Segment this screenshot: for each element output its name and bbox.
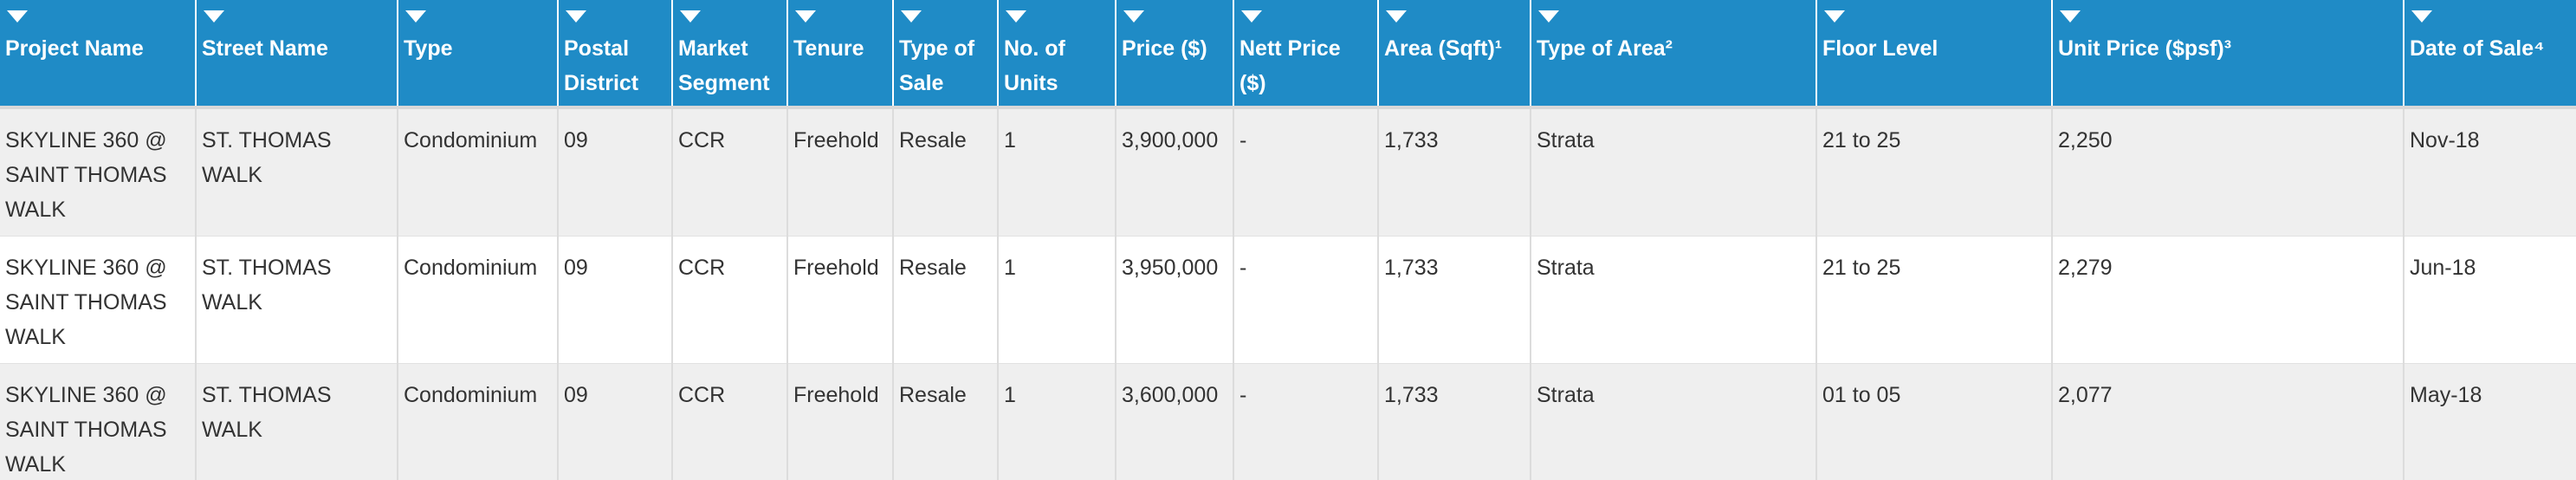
sort-dropdown-icon[interactable] [1824, 10, 1845, 23]
sort-dropdown-icon[interactable] [2411, 10, 2432, 23]
column-header-nett-price[interactable]: Nett Price ($) [1233, 0, 1379, 109]
column-header-label: Type [404, 36, 453, 61]
cell-no-of-units: 1 [998, 107, 1116, 237]
table-body: SKYLINE 360 @ SAINT THOMAS WALK ST. THOM… [0, 107, 2576, 480]
cell-unit-price: 2,250 [2052, 107, 2404, 237]
cell-unit-price: 2,279 [2052, 236, 2404, 364]
cell-floor-level: 21 to 25 [1816, 107, 2053, 237]
cell-date-of-sale: May-18 [2404, 363, 2576, 480]
sort-dropdown-icon[interactable] [566, 10, 586, 23]
sort-dropdown-icon[interactable] [1123, 10, 1144, 23]
column-header-label: Area (Sqft)¹ [1384, 36, 1503, 61]
table-row: SKYLINE 360 @ SAINT THOMAS WALK ST. THOM… [0, 107, 2576, 237]
cell-project-name: SKYLINE 360 @ SAINT THOMAS WALK [0, 363, 197, 480]
cell-price: 3,900,000 [1116, 107, 1234, 237]
cell-floor-level: 01 to 05 [1816, 363, 2053, 480]
sort-dropdown-icon[interactable] [1386, 10, 1407, 23]
cell-tenure: Freehold [787, 236, 894, 364]
column-header-street-name[interactable]: Street Name [196, 0, 398, 109]
cell-type-of-sale: Resale [893, 236, 999, 364]
sort-dropdown-icon[interactable] [795, 10, 816, 23]
column-header-label: Market Segment [678, 36, 770, 95]
cell-project-name: SKYLINE 360 @ SAINT THOMAS WALK [0, 107, 197, 237]
table-row: SKYLINE 360 @ SAINT THOMAS WALK ST. THOM… [0, 236, 2576, 364]
cell-type: Condominium [398, 363, 559, 480]
column-header-project-name[interactable]: Project Name [0, 0, 197, 109]
column-header-label: Date of Sale⁴ [2410, 36, 2545, 61]
table-header: Project Name Street Name Type Postal Dis… [0, 0, 2576, 109]
cell-nett-price: - [1233, 107, 1379, 237]
column-header-label: Tenure [793, 36, 864, 61]
sort-dropdown-icon[interactable] [7, 10, 28, 23]
sort-dropdown-icon[interactable] [680, 10, 701, 23]
sort-dropdown-icon[interactable] [901, 10, 922, 23]
column-header-label: Type of Sale [899, 36, 975, 95]
sort-dropdown-icon[interactable] [204, 10, 224, 23]
column-header-floor-level[interactable]: Floor Level [1816, 0, 2053, 109]
column-header-label: Price ($) [1122, 36, 1207, 61]
cell-street-name: ST. THOMAS WALK [196, 363, 398, 480]
cell-area: 1,733 [1378, 236, 1531, 364]
cell-market-segment: CCR [672, 236, 788, 364]
cell-no-of-units: 1 [998, 363, 1116, 480]
cell-price: 3,600,000 [1116, 363, 1234, 480]
cell-price: 3,950,000 [1116, 236, 1234, 364]
cell-type-of-area: Strata [1531, 107, 1817, 237]
cell-type: Condominium [398, 236, 559, 364]
cell-nett-price: - [1233, 236, 1379, 364]
column-header-price[interactable]: Price ($) [1116, 0, 1234, 109]
cell-date-of-sale: Nov-18 [2404, 107, 2576, 237]
cell-postal-district: 09 [558, 107, 673, 237]
cell-postal-district: 09 [558, 236, 673, 364]
cell-type-of-area: Strata [1531, 363, 1817, 480]
sort-dropdown-icon[interactable] [1241, 10, 1262, 23]
column-header-label: No. of Units [1004, 36, 1065, 95]
cell-floor-level: 21 to 25 [1816, 236, 2053, 364]
column-header-label: Nett Price ($) [1239, 36, 1341, 95]
sort-dropdown-icon[interactable] [1006, 10, 1026, 23]
column-header-label: Project Name [5, 36, 144, 61]
cell-area: 1,733 [1378, 107, 1531, 237]
cell-area: 1,733 [1378, 363, 1531, 480]
cell-postal-district: 09 [558, 363, 673, 480]
cell-unit-price: 2,077 [2052, 363, 2404, 480]
column-header-area[interactable]: Area (Sqft)¹ [1378, 0, 1531, 109]
cell-project-name: SKYLINE 360 @ SAINT THOMAS WALK [0, 236, 197, 364]
column-header-label: Type of Area² [1537, 36, 1673, 61]
cell-type-of-area: Strata [1531, 236, 1817, 364]
column-header-unit-price[interactable]: Unit Price ($psf)³ [2052, 0, 2404, 109]
cell-market-segment: CCR [672, 107, 788, 237]
sort-dropdown-icon[interactable] [2060, 10, 2081, 23]
column-header-type[interactable]: Type [398, 0, 559, 109]
sort-dropdown-icon[interactable] [405, 10, 426, 23]
cell-type-of-sale: Resale [893, 363, 999, 480]
column-header-label: Street Name [202, 36, 328, 61]
sort-dropdown-icon[interactable] [1538, 10, 1559, 23]
cell-type-of-sale: Resale [893, 107, 999, 237]
column-header-no-of-units[interactable]: No. of Units [998, 0, 1116, 109]
cell-market-segment: CCR [672, 363, 788, 480]
cell-tenure: Freehold [787, 107, 894, 237]
table-row: SKYLINE 360 @ SAINT THOMAS WALK ST. THOM… [0, 363, 2576, 480]
cell-street-name: ST. THOMAS WALK [196, 107, 398, 237]
column-header-label: Floor Level [1822, 36, 1938, 61]
column-header-type-of-sale[interactable]: Type of Sale [893, 0, 999, 109]
cell-type: Condominium [398, 107, 559, 237]
column-header-postal-district[interactable]: Postal District [558, 0, 673, 109]
column-header-label: Postal District [564, 36, 639, 95]
column-header-date-of-sale[interactable]: Date of Sale⁴ [2404, 0, 2576, 109]
header-row: Project Name Street Name Type Postal Dis… [0, 0, 2576, 109]
cell-date-of-sale: Jun-18 [2404, 236, 2576, 364]
column-header-market-segment[interactable]: Market Segment [672, 0, 788, 109]
column-header-type-of-area[interactable]: Type of Area² [1531, 0, 1817, 109]
cell-tenure: Freehold [787, 363, 894, 480]
cell-street-name: ST. THOMAS WALK [196, 236, 398, 364]
cell-nett-price: - [1233, 363, 1379, 480]
column-header-label: Unit Price ($psf)³ [2058, 36, 2232, 61]
column-header-tenure[interactable]: Tenure [787, 0, 894, 109]
cell-no-of-units: 1 [998, 236, 1116, 364]
